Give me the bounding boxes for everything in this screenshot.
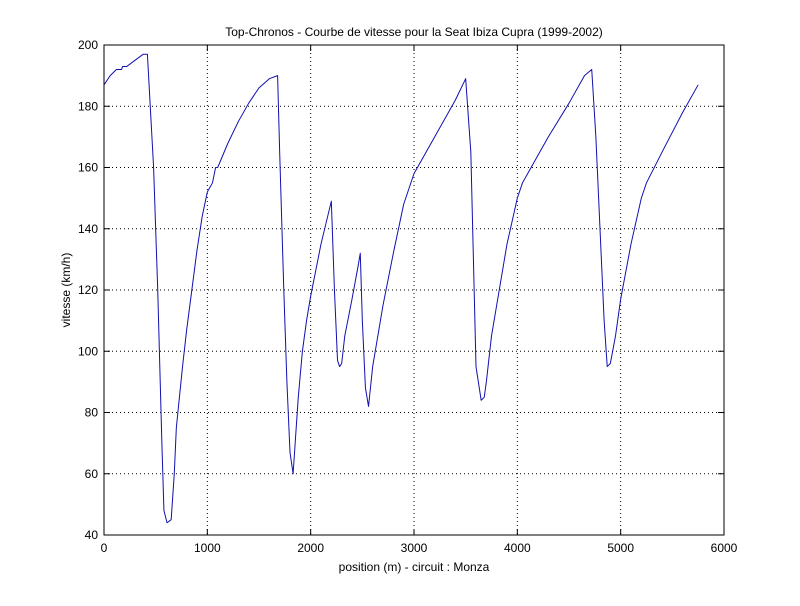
x-tick-label: 4000 bbox=[504, 541, 531, 555]
y-axis-label: vitesse (km/h) bbox=[59, 253, 73, 328]
x-axis-label: position (m) - circuit : Monza bbox=[339, 560, 490, 574]
series-line-speed-0 bbox=[103, 53, 699, 524]
x-tick-label: 0 bbox=[101, 541, 108, 555]
x-tick-label: 2000 bbox=[297, 541, 324, 555]
x-tick-label: 5000 bbox=[607, 541, 634, 555]
y-tick-label: 80 bbox=[85, 406, 99, 420]
y-tick-label: 120 bbox=[78, 283, 98, 297]
y-tick-label: 40 bbox=[85, 528, 99, 542]
y-tick-label: 60 bbox=[85, 467, 99, 481]
y-tick-label: 140 bbox=[78, 222, 98, 236]
grid-lines bbox=[104, 45, 724, 535]
y-tick-label: 200 bbox=[78, 38, 98, 52]
y-tick-label: 100 bbox=[78, 344, 98, 358]
x-tick-label: 6000 bbox=[711, 541, 738, 555]
y-tick-label: 180 bbox=[78, 99, 98, 113]
x-tick-label: 3000 bbox=[401, 541, 428, 555]
axis-ticks: 0 1000 2000 3000 4000 5000 6000 40 60 80 100 120 140… bbox=[78, 38, 738, 555]
series-layer bbox=[103, 53, 699, 524]
chart-title: Top-Chronos - Courbe de vitesse pour la … bbox=[225, 25, 603, 39]
x-tick-label: 1000 bbox=[194, 541, 221, 555]
y-tick-label: 160 bbox=[78, 161, 98, 175]
